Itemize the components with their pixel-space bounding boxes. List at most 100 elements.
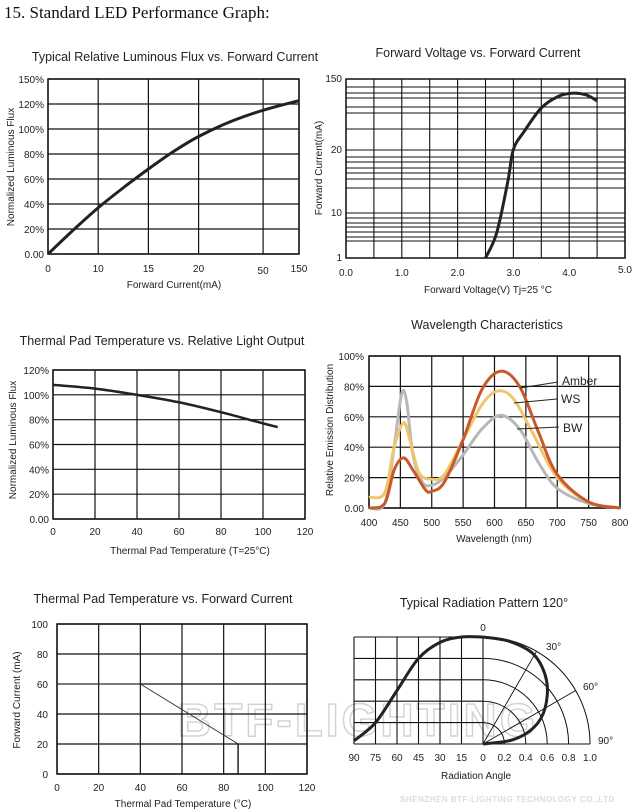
legend-label-amber: Amber — [562, 374, 597, 388]
plot-frame — [56, 623, 308, 775]
plot-frame — [52, 369, 306, 520]
legend-pointer-line — [513, 398, 558, 404]
y-tick-label: 60 — [37, 680, 49, 691]
y-tick-label: 120% — [23, 366, 49, 377]
chart4-ylabel: Relative Emission Distribution — [325, 364, 336, 496]
x-tick-label: 20 — [193, 264, 205, 275]
x-tick-label: 2.0 — [451, 268, 465, 279]
x-tick-label: 10 — [93, 264, 105, 275]
x-tick-label: 450 — [392, 518, 409, 529]
y-tick-label: 40% — [29, 465, 49, 476]
x-tick-label: 650 — [518, 518, 535, 529]
y-tick-label: 1 — [336, 253, 342, 264]
polar-angle-label: 60° — [583, 682, 598, 693]
y-tick-label: 150 — [325, 74, 342, 85]
chart5-ylabel: Forward Current (mA) — [12, 651, 23, 748]
chart5-xlabel: Thermal Pad Temperature (°C) — [115, 799, 252, 810]
x-tick-label: 0.2 — [497, 753, 511, 764]
y-tick-label: 80% — [29, 416, 49, 427]
x-tick-label: 120 — [297, 527, 314, 538]
x-tick-label: 20 — [89, 527, 101, 538]
x-tick-label: 5.0 — [618, 265, 632, 276]
chart1-title: Typical Relative Luminous Flux vs. Forwa… — [32, 50, 319, 64]
chart5-title: Thermal Pad Temperature vs. Forward Curr… — [34, 592, 293, 606]
x-tick-label: 0.6 — [540, 753, 554, 764]
y-tick-label: 150% — [18, 75, 44, 86]
y-tick-label: 0.00 — [30, 515, 50, 526]
y-tick-label: 10 — [331, 208, 343, 219]
y-tick-label: 60% — [29, 441, 49, 452]
chart3-xlabel: Thermal Pad Temperature (T=25°C) — [110, 546, 270, 557]
series-line-output — [52, 383, 279, 429]
x-tick-label: 4.0 — [562, 268, 576, 279]
y-tick-label: 80% — [344, 382, 364, 393]
x-tick-label: 1.0 — [395, 268, 409, 279]
x-tick-label: 1.0 — [583, 753, 597, 764]
x-tick-label: 0.0 — [339, 268, 353, 279]
x-tick-label: 100 — [255, 527, 272, 538]
y-tick-label: 20 — [331, 145, 343, 156]
x-tick-label: 800 — [612, 518, 629, 529]
series-line-ws — [368, 389, 621, 510]
x-tick-label: 30 — [434, 753, 446, 764]
y-tick-label: 120% — [18, 100, 44, 111]
y-tick-label: 60% — [24, 175, 44, 186]
y-tick-label: 40 — [37, 710, 49, 721]
chart6-title: Typical Radiation Pattern 120° — [400, 596, 568, 610]
y-tick-label: 100% — [338, 352, 364, 363]
polar-radial-line — [482, 651, 537, 745]
watermark: BTF-LIGHTING SHENZHEN BTF-LIGHTING TECHN… — [177, 693, 614, 804]
chart1-luminous-flux: 0 10 15 20 50 150 0.00 20% 40% 60% 80% 100% 120% 150% — [18, 75, 307, 277]
x-tick-label: 0.8 — [562, 753, 576, 764]
legend-pointer-line — [516, 426, 560, 430]
y-tick-label: 80% — [24, 150, 44, 161]
y-tick-label: 40% — [344, 443, 364, 454]
plot-frame — [368, 355, 621, 509]
page-heading: 15. Standard LED Performance Graph: — [4, 3, 270, 22]
x-tick-label: 0 — [54, 783, 60, 794]
x-tick-label: 80 — [215, 527, 227, 538]
x-tick-label: 750 — [580, 518, 597, 529]
x-tick-label: 0 — [480, 753, 486, 764]
chart4-title: Wavelength Characteristics — [411, 318, 563, 332]
polar-radial-line — [482, 690, 576, 745]
x-tick-label: 500 — [423, 518, 440, 529]
x-tick-label: 3.0 — [506, 268, 520, 279]
x-tick-label: 50 — [258, 266, 270, 277]
series-line-cartesian — [353, 635, 484, 742]
y-tick-label: 80 — [37, 650, 49, 661]
chart2-forward-voltage: 0.0 1.0 2.0 3.0 4.0 5.0 1 10 20 150 — [325, 74, 632, 279]
x-tick-label: 40 — [131, 527, 143, 538]
chart5-thermal-forward-current: 0 20 40 60 80 100 120 0 20 40 60 80 100 — [31, 620, 315, 794]
legend-label-ws: WS — [561, 392, 580, 406]
x-tick-label: 120 — [299, 783, 316, 794]
chart3-thermal-light-output: 0 20 40 60 80 100 120 0.00 20% 40% 60% 80% 100% 120% — [23, 366, 313, 538]
polar-angle-label: 30° — [546, 642, 561, 653]
y-tick-label: 100% — [23, 391, 49, 402]
x-tick-label: 60 — [176, 783, 188, 794]
polar-angle-label: 90° — [598, 736, 613, 747]
y-tick-label: 20% — [344, 474, 364, 485]
x-tick-label: 15 — [143, 264, 155, 275]
legend-pointer-line — [519, 381, 559, 389]
y-tick-label: 100 — [31, 620, 48, 631]
chart1-ylabel: Normalized Luminous Flux — [6, 108, 17, 226]
x-tick-label: 400 — [361, 518, 378, 529]
chart2-ylabel: Forward Current(mA) — [314, 121, 325, 215]
x-tick-label: 60 — [173, 527, 185, 538]
chart6-radiation-pattern: 90 75 60 45 30 15 0 0.2 0.4 0.6 0.8 1.0 0 30° 60° 90° — [348, 623, 613, 764]
chart6-xlabel: Radiation Angle — [441, 771, 511, 782]
y-tick-label: 60% — [344, 413, 364, 424]
x-tick-label: 45 — [413, 753, 425, 764]
chart3-title: Thermal Pad Temperature vs. Relative Lig… — [20, 334, 305, 348]
chart2-title: Forward Voltage vs. Forward Current — [376, 46, 581, 60]
y-tick-label: 20% — [29, 490, 49, 501]
series-line-amber — [368, 369, 621, 510]
x-tick-label: 550 — [455, 518, 472, 529]
y-tick-label: 40% — [24, 200, 44, 211]
x-tick-label: 75 — [370, 753, 382, 764]
polar-arc — [482, 657, 570, 745]
x-tick-label: 40 — [135, 783, 147, 794]
chart3-ylabel: Normalized Luminous Flux — [8, 381, 19, 499]
